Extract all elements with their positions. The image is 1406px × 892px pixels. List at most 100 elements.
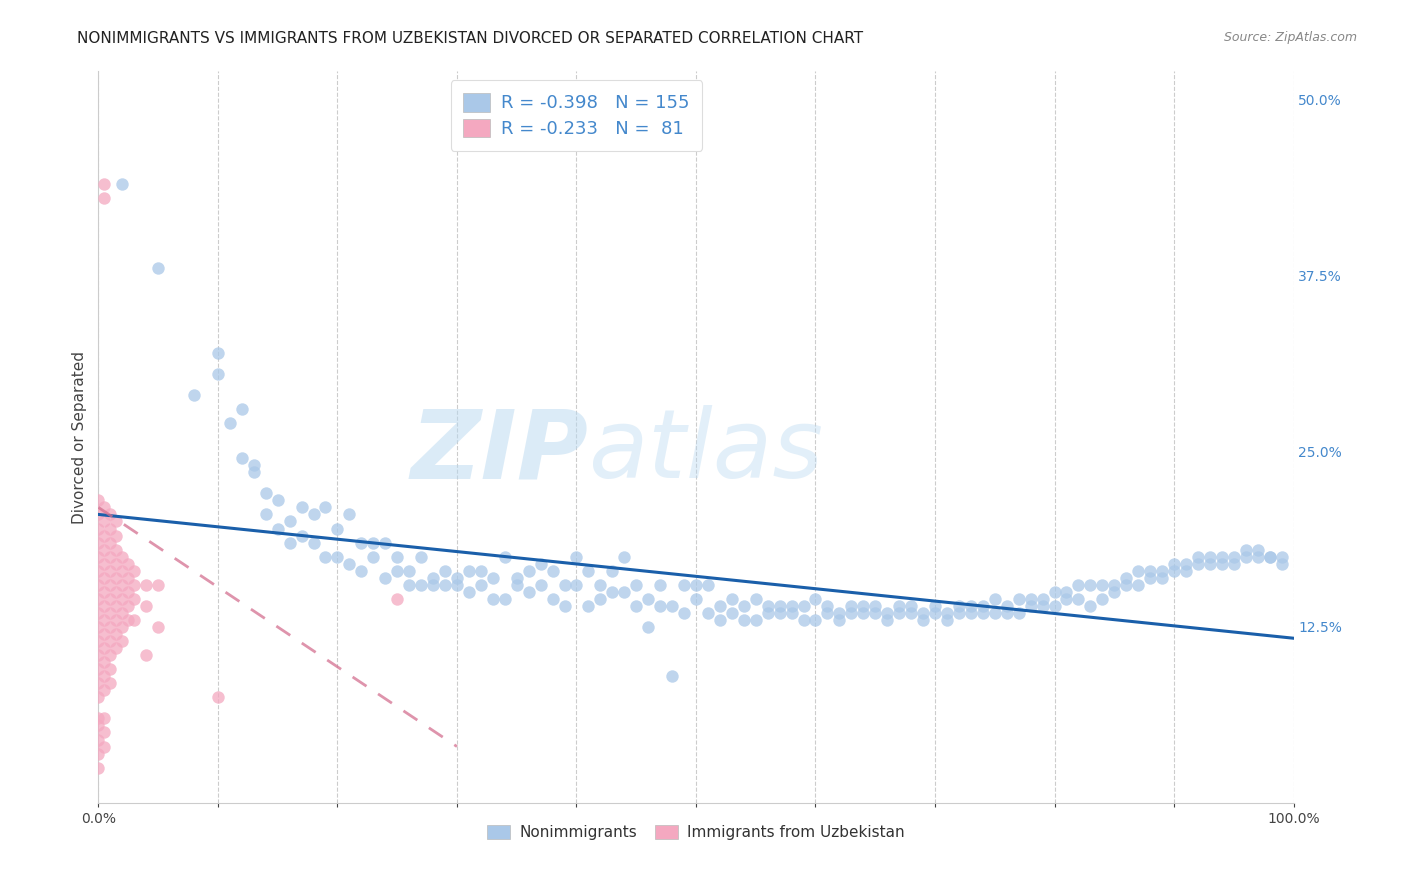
Point [1234,549,1257,564]
Point [374,571,396,585]
Point [889,599,911,613]
Legend: Nonimmigrants, Immigrants from Uzbekistan: Nonimmigrants, Immigrants from Uzbekista… [481,819,911,847]
Point [93,641,115,656]
Point [984,606,1007,620]
Point [111,177,134,191]
Point [602,584,624,599]
Point [589,578,612,592]
Point [105,528,128,542]
Point [1271,557,1294,571]
Point [124,564,146,578]
Point [93,571,115,585]
Point [648,599,672,613]
Point [470,564,492,578]
Point [780,606,803,620]
Point [626,599,648,613]
Point [1152,564,1174,578]
Point [267,521,290,535]
Point [93,584,115,599]
Point [828,606,851,620]
Point [350,535,373,549]
Point [673,606,696,620]
Point [626,578,648,592]
Point [852,606,875,620]
Point [254,486,277,500]
Point [87,676,110,690]
Point [1056,591,1078,606]
Point [398,578,420,592]
Point [565,549,588,564]
Point [1139,564,1161,578]
Point [876,613,898,627]
Point [1115,571,1137,585]
Point [1067,591,1090,606]
Point [960,599,983,613]
Point [254,508,277,522]
Point [481,571,505,585]
Point [98,620,122,634]
Point [589,591,612,606]
Point [385,564,409,578]
Point [1008,591,1031,606]
Point [243,458,266,473]
Point [1115,578,1137,592]
Point [315,549,337,564]
Point [1128,578,1150,592]
Point [578,564,600,578]
Point [1223,549,1246,564]
Point [93,557,115,571]
Point [135,648,157,662]
Point [87,508,110,522]
Point [578,599,600,613]
Point [721,591,744,606]
Point [815,599,838,613]
Point [506,578,529,592]
Point [1104,578,1126,592]
Point [87,732,110,747]
Point [267,493,290,508]
Point [733,599,755,613]
Point [1080,599,1102,613]
Point [105,627,128,641]
Point [422,578,444,592]
Point [148,578,170,592]
Point [87,578,110,592]
Point [291,528,314,542]
Point [1019,599,1042,613]
Point [1104,584,1126,599]
Point [768,599,790,613]
Point [972,606,994,620]
Point [98,564,122,578]
Point [1056,584,1078,599]
Point [87,564,110,578]
Point [93,515,115,529]
Point [1163,557,1185,571]
Point [93,669,115,683]
Point [93,683,115,698]
Point [756,606,779,620]
Point [93,542,115,557]
Point [87,493,110,508]
Point [648,578,672,592]
Point [148,620,170,634]
Point [98,521,122,535]
Point [363,535,385,549]
Point [972,599,994,613]
Point [98,535,122,549]
Point [1175,557,1198,571]
Point [685,578,707,592]
Point [1067,578,1090,592]
Point [87,648,110,662]
Point [876,606,898,620]
Point [148,261,170,276]
Point [98,549,122,564]
Point [339,508,361,522]
Point [87,718,110,732]
Point [363,549,385,564]
Point [93,711,115,725]
Point [117,571,139,585]
Point [98,508,122,522]
Point [111,591,134,606]
Point [1247,542,1270,557]
Point [111,578,134,592]
